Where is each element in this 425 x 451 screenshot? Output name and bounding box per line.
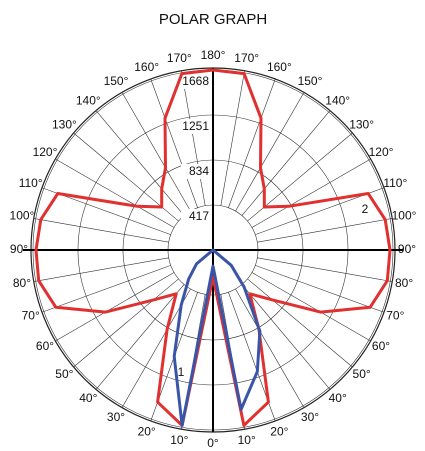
angle-tick-label: 0° [207, 436, 219, 450]
chart-title: POLAR GRAPH [159, 11, 267, 28]
r-tick-label: 1251 [182, 119, 209, 133]
angle-tick-label: 110° [383, 176, 407, 190]
radial-grid-line [228, 78, 276, 208]
angle-tick-label: 50° [55, 367, 73, 381]
angle-tick-label: 100° [392, 208, 417, 222]
radial-grid-line [33, 257, 169, 282]
r-tick-label: 834 [189, 164, 209, 178]
angle-tick-label: 80° [395, 276, 413, 290]
series-name: 1 [178, 365, 185, 379]
radial-grid-line [95, 110, 185, 216]
radial-grid-line [241, 110, 331, 216]
angle-tick-label: 110° [19, 176, 43, 190]
angle-tick-label: 100° [10, 208, 35, 222]
radial-grid-line [55, 272, 175, 342]
radial-grid-line [33, 218, 169, 243]
angle-tick-label: 30° [107, 410, 125, 424]
angle-tick-label: 40° [79, 391, 97, 405]
angle-tick-label: 160° [134, 60, 159, 74]
angle-tick-label: 60° [36, 339, 54, 353]
angle-tick-label: 130° [349, 117, 374, 131]
angle-tick-label: 140° [325, 94, 350, 108]
radial-grid-line [150, 78, 198, 208]
tick-label-bg [181, 209, 211, 224]
angle-tick-label: 90° [10, 242, 28, 256]
angle-tick-label: 10° [170, 433, 188, 447]
angle-tick-label: 50° [353, 367, 371, 381]
angle-tick-label: 40° [329, 391, 347, 405]
angle-tick-label: 70° [22, 309, 40, 323]
radial-grid-line [95, 284, 185, 390]
angle-tick-label: 30° [301, 410, 319, 424]
angle-tick-label: 90° [398, 242, 416, 256]
angle-tick-label: 10° [238, 433, 256, 447]
radial-grid-line [235, 92, 305, 212]
radial-grid-line [251, 158, 371, 228]
angle-tick-label: 20° [270, 424, 288, 438]
tick-label-bg [181, 164, 211, 179]
tick-label-bg [181, 74, 211, 89]
radial-grid-line [251, 272, 371, 342]
angle-tick-label: 120° [33, 145, 58, 159]
angle-tick-label: 60° [372, 339, 390, 353]
angle-tick-label: 130° [52, 117, 77, 131]
angle-tick-label: 20° [138, 424, 156, 438]
angle-tick-label: 180° [201, 48, 226, 62]
radial-grid-line [257, 218, 393, 243]
tick-label-bg [181, 119, 211, 134]
series-name: 2 [362, 202, 369, 216]
r-tick-label: 1668 [182, 74, 209, 88]
angle-tick-label: 80° [13, 276, 31, 290]
angle-tick-label: 150° [298, 74, 323, 88]
radial-grid-line [73, 278, 179, 368]
angle-tick-label: 70° [386, 309, 404, 323]
radial-grid-line [181, 70, 206, 206]
radial-grid-line [241, 284, 331, 390]
series-line [172, 248, 262, 427]
r-tick-label: 417 [189, 209, 209, 223]
radial-grid-line [220, 70, 245, 206]
radial-grid-line [257, 257, 393, 282]
angle-tick-label: 170° [234, 51, 259, 65]
angle-tick-label: 170° [167, 51, 192, 65]
angle-tick-label: 140° [76, 94, 101, 108]
radial-grid-line [121, 92, 191, 212]
radial-grid-line [235, 288, 305, 408]
radial-grid-line [41, 265, 171, 313]
radial-grid-line [255, 265, 385, 313]
angle-tick-label: 160° [267, 60, 292, 74]
radial-grid-line [247, 278, 353, 368]
angle-tick-label: 120° [369, 145, 394, 159]
radial-grid-line [121, 288, 191, 408]
angle-tick-label: 150° [104, 74, 129, 88]
series-line [34, 68, 392, 427]
radial-grid-line [55, 158, 175, 228]
